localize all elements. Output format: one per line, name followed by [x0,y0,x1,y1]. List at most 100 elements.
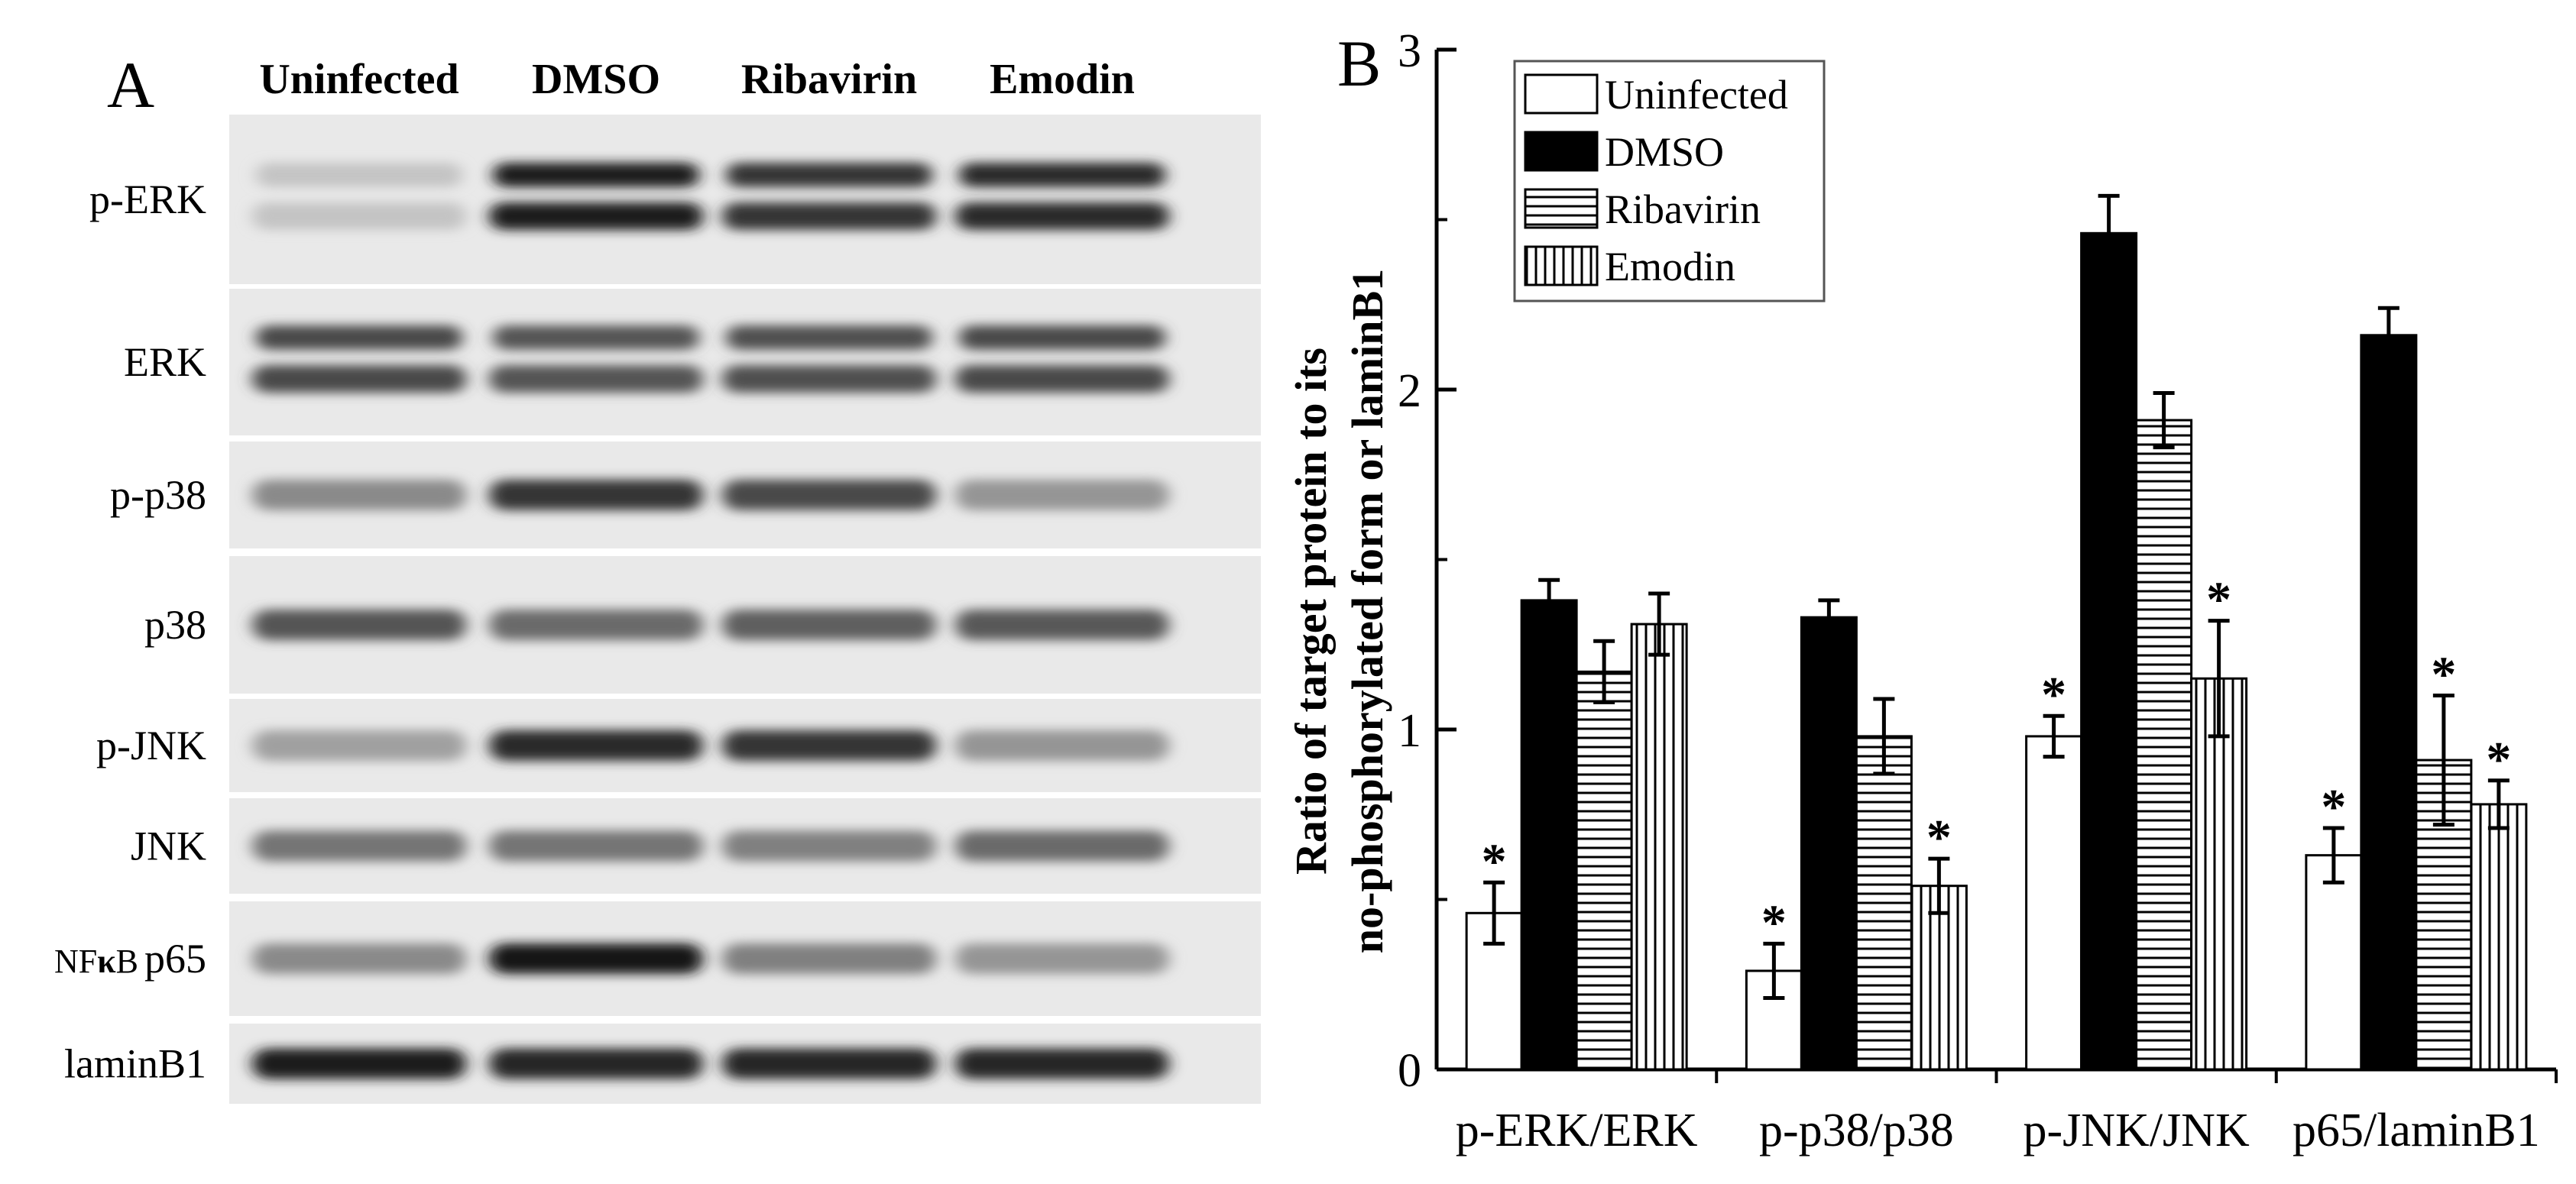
blot-band [489,1048,703,1079]
blot-row-label: JNK [131,823,206,869]
blot-band [252,610,466,640]
blot-band [489,730,703,761]
blot-band [252,730,466,761]
blot-band-upper [726,163,932,187]
blot-row-label-part: NF [54,943,97,980]
bar-ribavirin-0 [1575,670,1633,1071]
bar-ribavirin-2 [2135,419,2193,1071]
legend-swatch-uninfected [1524,73,1599,115]
blot-band [722,480,936,510]
blot-band-lower [955,365,1169,393]
legend-label-emodin: Emodin [1605,244,1735,290]
blot-band [489,610,703,640]
blot-row-label: p-ERK [89,176,206,222]
blot-band-upper [726,325,932,350]
lane-header-emodin: Emodin [990,56,1135,103]
significance-marker: * [2206,572,2231,628]
significance-marker: * [2321,779,2346,835]
bar-emodin-0 [1630,623,1688,1071]
significance-marker: * [1482,833,1507,889]
y-tick-label: 2 [1398,365,1421,417]
legend-swatch-emodin [1524,245,1599,286]
legend-label-ribavirin: Ribavirin [1605,186,1761,232]
significance-marker: * [1926,810,1952,865]
x-category-label: p-ERK/ERK [1456,1105,1698,1157]
blot-row-2: p-p38 [110,442,1261,548]
blot-band-upper [959,325,1165,350]
blot-row-label-part: p65 [144,936,206,982]
blot-row-7: laminB1 [64,1024,1261,1104]
blot-band-lower [722,202,936,230]
blot-band-upper [256,325,462,350]
blot-band [955,1048,1169,1079]
bar-ribavirin-1 [1855,735,1913,1071]
blot-row-6: NFκB p65 [54,901,1261,1016]
blot-band-lower [489,202,703,230]
y-tick-label: 3 [1398,25,1421,77]
legend: Uninfected DMSO Ribavirin Emodin [1513,60,1826,302]
blot-strip [229,115,1261,284]
blot-band-upper [256,163,462,187]
lane-header-uninfected: Uninfected [259,56,458,103]
significance-marker: * [2431,647,2456,703]
blot-band [955,610,1169,640]
blot-row-label: p-JNK [96,723,206,768]
bar-dmso-0 [1520,599,1578,1071]
x-category-label: p-JNK/JNK [2024,1105,2250,1157]
y-tick-label: 0 [1398,1045,1421,1097]
blot-band [722,730,936,761]
plot-area: 0 1 2 3 * p-ERK/ERK * * p-p38/p38 * * p-JNK/JNK * * * p… [1398,25,2558,1157]
blot-row-label-part: κ [97,943,116,980]
blot-band [955,480,1169,510]
blot-band [955,730,1169,761]
bar-uninfected-2 [2025,735,2083,1071]
blot-row-label: p38 [144,602,206,648]
blot-band [955,830,1169,862]
bar-uninfected-3 [2305,854,2363,1071]
blot-band [489,480,703,510]
blot-row-1: ERK [124,289,1261,435]
blot-row-label: NFκB p65 [54,936,206,982]
blot-band [955,943,1169,974]
blot-band [252,943,466,974]
blot-row-3: p38 [144,556,1261,694]
blot-row-label: laminB1 [64,1041,206,1087]
blot-band [252,1048,466,1079]
blot-row-label-part: B [116,943,138,980]
bar-emodin-1 [1910,885,1968,1071]
blot-band [722,830,936,862]
bar-dmso-2 [2080,231,2138,1071]
blot-band [722,610,936,640]
blot-band [722,1048,936,1079]
blot-band-lower [955,202,1169,230]
legend-label-uninfected: Uninfected [1605,72,1788,118]
blot-row-5: JNK [131,798,1261,894]
legend-swatch-dmso [1524,131,1599,172]
legend-label-dmso: DMSO [1605,129,1724,175]
blot-band-lower [489,365,703,393]
x-category-label: p-p38/p38 [1759,1105,1954,1157]
blot-band [722,943,936,974]
bar-dmso-3 [2360,334,2418,1071]
y-tick-label: 1 [1398,705,1421,757]
x-category-label: p65/laminB1 [2292,1105,2540,1157]
blot-band-upper [493,325,699,350]
blot-rows: p-ERK ERK p-p38 p38 p-JNK JNK NFκB p65 laminB1 [54,115,1261,1104]
panel-b-label: B [1337,27,1381,100]
legend-swatch-ribavirin [1524,188,1599,229]
blot-row-0: p-ERK [89,115,1261,284]
blot-band-upper [493,163,699,187]
blot-band [489,943,703,974]
blot-row-4: p-JNK [96,699,1261,792]
blot-strip [229,289,1261,435]
significance-marker: * [2041,667,2066,723]
significance-marker: * [1761,894,1787,950]
blot-band [252,480,466,510]
panel-a-label: A [107,48,154,121]
blot-band-lower [722,365,936,393]
blot-band-lower [252,365,466,393]
blot-row-label: p-p38 [110,472,206,518]
blot-band-upper [959,163,1165,187]
y-axis-label-line1: Ratio of target protein to its [1286,348,1336,875]
